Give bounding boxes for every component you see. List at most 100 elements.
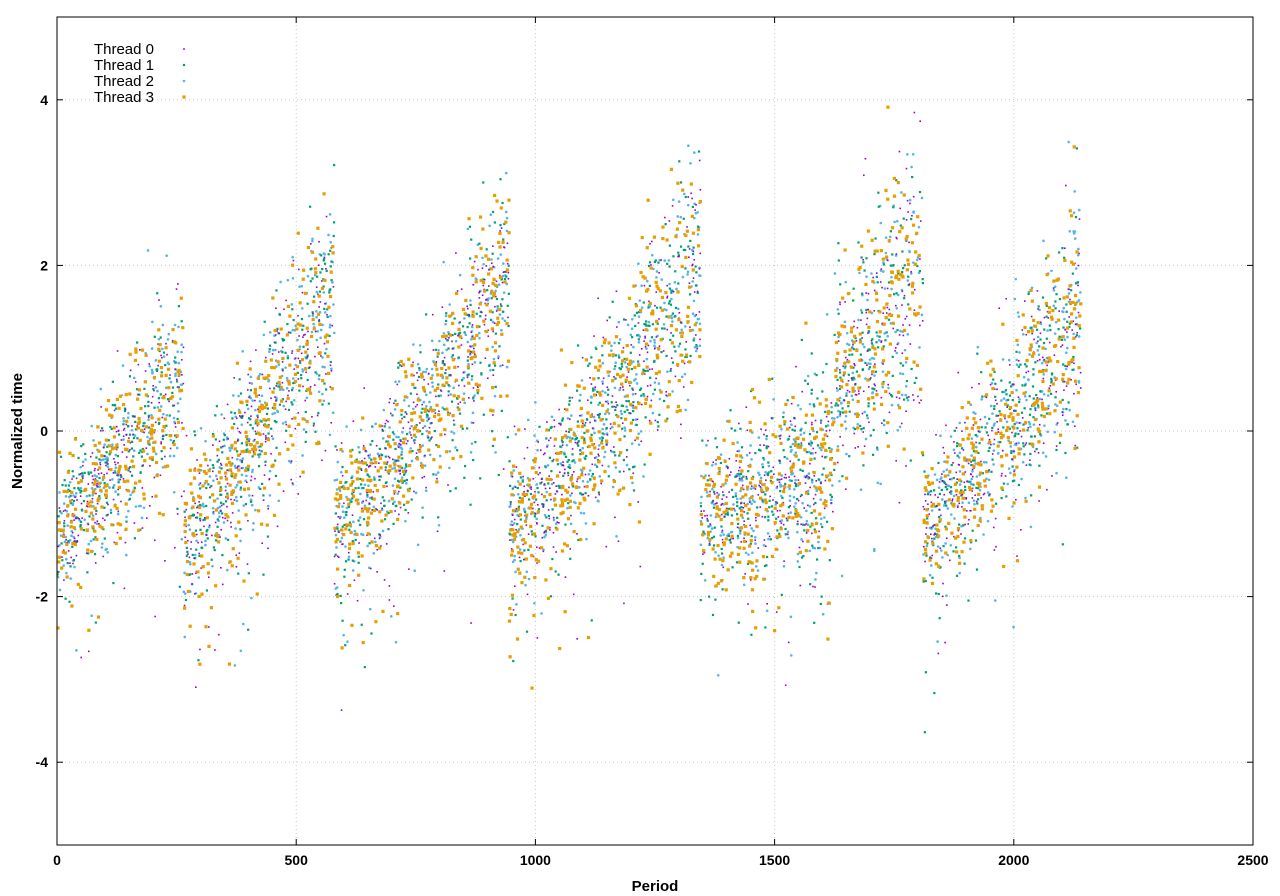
- data-point: [782, 416, 785, 419]
- data-point: [898, 334, 901, 336]
- data-point: [423, 424, 427, 428]
- data-point: [939, 547, 942, 549]
- data-point: [614, 466, 618, 469]
- data-point: [733, 509, 737, 512]
- data-point: [1050, 379, 1053, 382]
- data-point: [625, 405, 628, 408]
- data-point: [281, 337, 284, 341]
- data-point: [454, 446, 457, 449]
- data-point: [971, 497, 974, 499]
- data-point: [161, 323, 165, 327]
- data-point: [1043, 328, 1046, 331]
- data-point: [418, 343, 422, 347]
- data-point: [739, 489, 742, 493]
- data-point: [933, 691, 936, 695]
- data-point: [721, 491, 724, 493]
- data-point: [397, 380, 401, 383]
- data-point: [466, 340, 470, 344]
- data-point: [285, 429, 288, 432]
- data-point: [929, 490, 933, 493]
- data-point: [61, 556, 63, 558]
- data-point: [158, 299, 160, 301]
- data-point: [104, 519, 106, 521]
- data-point: [1037, 404, 1040, 407]
- data-point: [779, 478, 781, 481]
- data-point: [351, 540, 354, 543]
- data-point: [249, 389, 253, 392]
- data-point: [800, 538, 803, 541]
- data-point: [653, 338, 656, 342]
- data-point: [691, 197, 693, 200]
- data-point: [668, 282, 671, 286]
- data-point: [536, 522, 538, 525]
- data-point: [940, 514, 942, 517]
- data-point: [986, 491, 990, 494]
- data-point: [162, 355, 166, 358]
- data-point: [782, 501, 785, 504]
- data-point: [895, 304, 897, 307]
- data-point: [738, 477, 741, 480]
- data-point: [1040, 414, 1043, 417]
- data-point: [510, 548, 513, 550]
- data-point: [428, 426, 431, 429]
- data-point: [65, 538, 67, 541]
- data-point: [444, 433, 446, 436]
- data-point: [327, 402, 330, 405]
- data-point: [876, 448, 879, 451]
- data-point: [769, 479, 773, 483]
- data-point: [955, 494, 958, 496]
- data-point: [120, 500, 122, 503]
- data-point: [455, 252, 457, 254]
- data-point: [1024, 363, 1027, 366]
- data-point: [177, 361, 181, 365]
- data-point: [337, 556, 340, 559]
- data-point: [618, 356, 621, 359]
- data-point: [234, 527, 237, 530]
- data-point: [267, 547, 269, 550]
- data-point: [658, 397, 662, 401]
- data-point: [220, 413, 223, 416]
- data-point: [865, 275, 868, 278]
- data-point: [414, 491, 418, 495]
- data-point: [57, 545, 60, 548]
- data-point: [164, 386, 168, 390]
- data-point: [319, 328, 323, 332]
- data-point: [931, 576, 934, 579]
- data-point: [561, 444, 564, 446]
- data-point: [133, 522, 136, 524]
- data-point: [1016, 555, 1018, 557]
- data-point: [100, 546, 104, 549]
- data-point: [145, 447, 148, 449]
- data-point: [1046, 394, 1050, 397]
- data-point: [545, 516, 548, 519]
- data-point: [993, 407, 996, 411]
- data-point: [953, 441, 955, 443]
- data-point: [1072, 230, 1075, 233]
- data-point: [59, 455, 63, 458]
- data-point: [499, 178, 502, 181]
- data-point: [444, 337, 447, 340]
- data-point: [159, 305, 163, 308]
- data-point: [183, 510, 186, 513]
- data-point: [889, 264, 893, 267]
- data-point: [420, 411, 423, 414]
- data-point: [384, 455, 387, 458]
- data-point: [552, 516, 555, 519]
- data-point: [328, 213, 332, 216]
- data-point: [425, 405, 428, 408]
- data-point: [218, 633, 220, 636]
- data-point: [385, 440, 388, 443]
- data-point: [404, 411, 407, 414]
- data-point: [589, 478, 592, 481]
- data-point: [1011, 465, 1014, 468]
- data-point: [882, 380, 885, 384]
- data-point: [161, 437, 164, 441]
- data-point: [117, 510, 120, 513]
- data-point: [1005, 297, 1008, 300]
- data-point: [563, 453, 566, 456]
- data-point: [224, 500, 228, 503]
- data-point: [1035, 393, 1038, 397]
- data-point: [1011, 431, 1013, 434]
- data-point: [873, 374, 876, 377]
- data-point: [796, 552, 800, 556]
